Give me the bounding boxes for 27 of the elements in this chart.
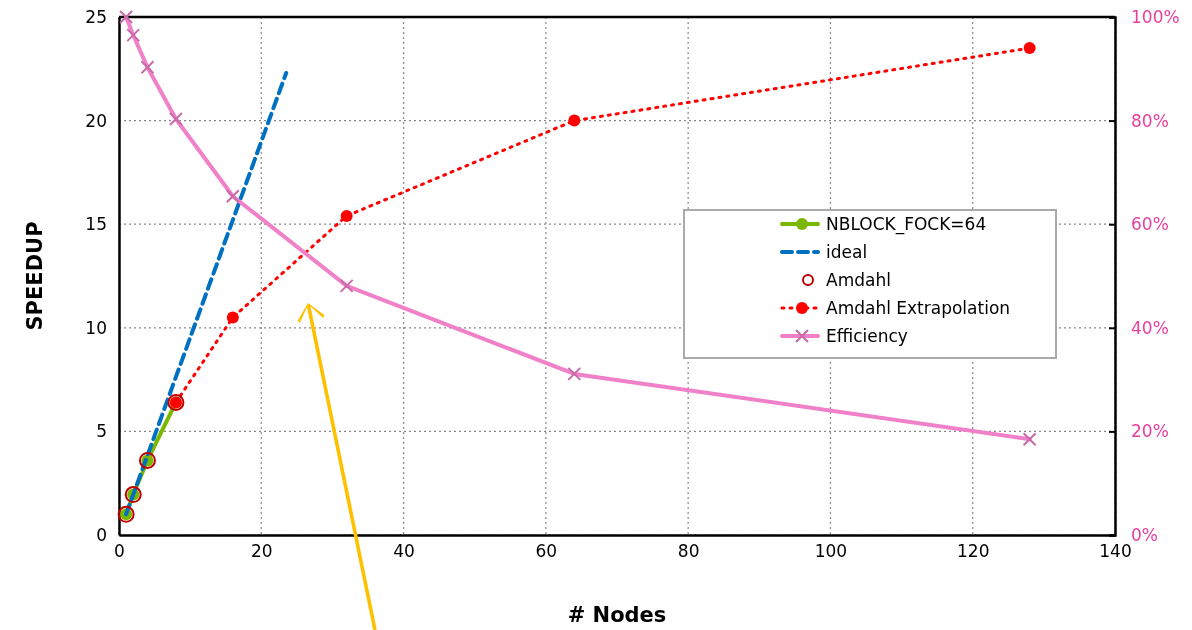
y2-tick-label: 80% — [1131, 110, 1169, 131]
x-tick-label: 140 — [1099, 541, 1132, 562]
legend-label: Efficiency — [826, 326, 908, 346]
y2-tick-label: 0% — [1131, 524, 1158, 545]
x-tick-label: 80 — [677, 541, 700, 562]
legend-label: Amdahl — [826, 270, 891, 290]
y-tick-label: 15 — [85, 214, 107, 235]
y2-tick-label: 60% — [1131, 214, 1169, 235]
legend-label: ideal — [826, 242, 868, 262]
y-tick-label: 5 — [96, 421, 107, 442]
y-tick-label: 10 — [85, 317, 107, 338]
x-tick-label: 100 — [814, 541, 848, 562]
y2-tick-label: 40% — [1131, 317, 1169, 338]
x-tick-label: 0 — [114, 541, 125, 562]
x-axis-title: # Nodes — [567, 603, 667, 627]
x-tick-label: 120 — [956, 541, 990, 562]
legend-label: NBLOCK_FOCK=64 — [826, 214, 987, 235]
y-tick-label: 20 — [85, 110, 107, 131]
x-tick-label: 60 — [535, 541, 558, 562]
x-tick-label: 40 — [393, 541, 415, 562]
y-tick-label: 0 — [96, 524, 107, 545]
x-tick-label: 20 — [250, 541, 273, 562]
y2-tick-label: 100% — [1131, 6, 1180, 27]
y-axis-title: SPEEDUP — [23, 221, 47, 331]
y2-tick-label: 20% — [1131, 421, 1169, 442]
y-tick-label: 25 — [85, 6, 107, 27]
legend-label: Amdahl Extrapolation — [826, 298, 1011, 318]
